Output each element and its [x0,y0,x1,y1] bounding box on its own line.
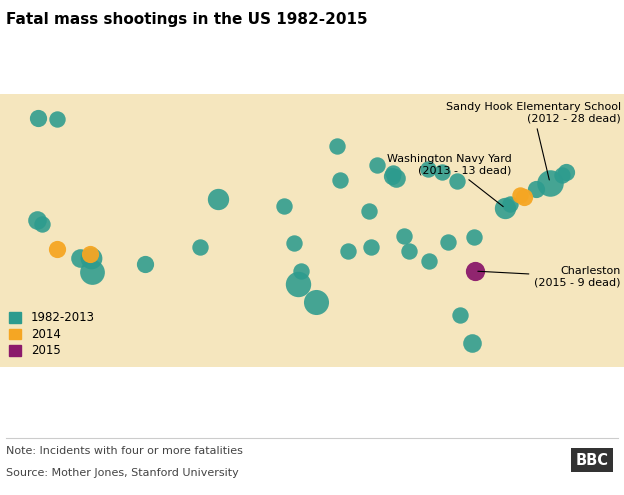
Point [32,216,42,224]
Point [289,240,299,248]
Point [519,193,529,201]
Text: Note: Incidents with four or more fatalities: Note: Incidents with four or more fatali… [6,446,243,455]
Point [52,115,62,123]
Point [87,268,97,276]
Point [86,254,96,262]
Point [85,250,95,258]
Point [37,220,47,228]
Point [399,233,409,241]
Point [33,114,43,122]
Point [332,142,342,149]
Point [469,233,479,241]
Text: Washington Navy Yard
(2013 - 13 dead): Washington Navy Yard (2013 - 13 dead) [387,153,512,206]
Point [423,165,433,173]
Point [391,174,401,182]
Point [532,185,542,193]
Point [76,254,85,262]
Text: Charleston
(2015 - 9 dead): Charleston (2015 - 9 dead) [478,266,621,287]
Point [388,169,398,177]
Point [52,245,62,253]
Point [364,206,374,214]
Point [366,243,376,250]
Point [443,238,453,246]
Point [140,260,150,268]
Point [500,204,510,212]
Point [311,298,321,306]
Text: Fatal mass shootings in the US 1982-2015: Fatal mass shootings in the US 1982-2015 [6,12,368,27]
Text: BBC: BBC [575,453,608,468]
Point [557,171,567,179]
Point [293,280,303,288]
Point [515,191,525,198]
Point [296,267,306,275]
Point [373,161,383,169]
Point [335,176,345,184]
Point [213,195,223,203]
Legend: 1982-2013, 2014, 2015: 1982-2013, 2014, 2015 [6,308,98,361]
Point [437,168,447,176]
Point [387,172,397,180]
Text: Sandy Hook Elementary School
(2012 - 28 dead): Sandy Hook Elementary School (2012 - 28 … [446,101,621,180]
Point [467,340,477,347]
Point [470,267,480,275]
Text: Source: Mother Jones, Stanford University: Source: Mother Jones, Stanford Universit… [6,468,239,478]
Point [195,244,205,251]
Point [424,257,434,265]
Point [279,202,289,210]
Point [505,200,515,208]
Point [404,247,414,255]
Point [452,177,462,185]
Point [545,179,555,187]
Point [561,168,571,176]
Point [455,311,465,319]
Point [343,247,353,255]
